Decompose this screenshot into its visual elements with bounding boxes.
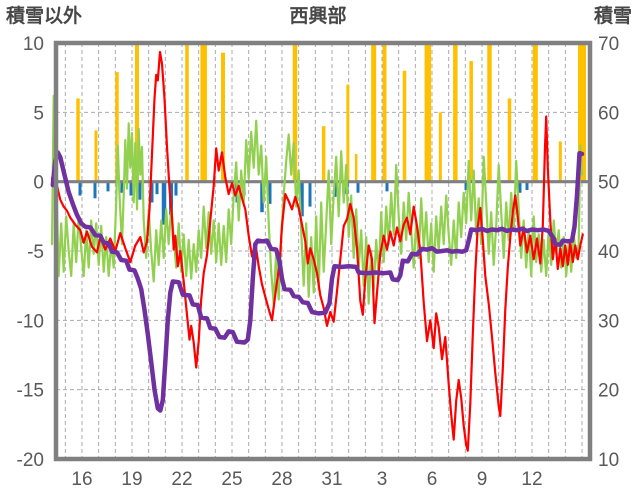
orange-bars [532,43,538,182]
plot-border [53,40,593,462]
x-axis-tick: 6 [427,469,438,490]
orange-bars [438,112,442,182]
orange-bars [578,43,586,182]
red-line [50,50,584,452]
left-axis-tick: 5 [33,103,44,124]
right-axis-tick: 10 [598,450,619,471]
orange-bars [469,61,473,182]
blue-bars [155,181,159,195]
blue-bars [356,181,360,193]
left-axis-tick: -5 [27,242,44,263]
orange-bars [76,98,80,182]
x-axis-tick: 22 [171,469,192,490]
orange-bars [321,126,326,182]
blue-bars [106,181,110,192]
purple-line [50,150,585,413]
green-line [50,94,584,305]
orange-bars [346,84,350,182]
x-axis-tick: 12 [521,469,542,490]
right-axis-tick: 70 [598,34,619,55]
orange-bars [94,130,98,182]
right-axis-tick: 60 [598,103,619,124]
right-axis-tick: 50 [598,173,619,194]
blue-bars [525,181,529,190]
blue-bars [174,181,178,196]
blue-bars [138,181,142,200]
orange-bars [558,141,562,182]
orange-bars [354,153,358,182]
left-axis-tick: -10 [17,311,44,332]
blue-bars [385,181,389,192]
orange-bars [487,43,492,182]
blue-bars [120,181,124,193]
blue-bars [78,181,82,196]
orange-bars [200,43,207,182]
x-axis-tick: 3 [377,469,388,490]
blue-bars [260,181,264,213]
left-axis-title: 積雪以外 [6,6,83,27]
left-axis-tick: -15 [17,381,44,402]
orange-bars [402,70,407,182]
orange-bars [371,43,377,182]
blue-bars [93,181,97,199]
right-axis-tick: 40 [598,242,619,263]
x-axis-tick: 28 [271,469,292,490]
orange-bars [507,98,512,182]
x-axis-tick: 25 [221,469,242,490]
chart-title: 西興部 [289,6,347,27]
left-axis-tick: 0 [33,173,44,194]
blue-bars [464,181,468,190]
right-axis-tick: 20 [598,381,619,402]
x-axis-tick: 19 [121,469,142,490]
orange-bars [185,43,189,182]
x-axis-tick: 31 [321,469,342,490]
x-axis-tick: 16 [71,469,92,490]
orange-bars [424,43,432,182]
orange-bars [135,43,139,182]
right-axis-title: 積雪 [593,6,632,27]
blue-bars [308,181,312,207]
orange-bars [221,52,225,182]
orange-bars [292,43,298,182]
blue-bars [300,181,304,217]
blue-bars [150,181,154,203]
right-axis-tick: 30 [598,311,619,332]
blue-bars [268,181,272,204]
orange-bars [453,43,458,182]
orange-bars [115,72,119,182]
left-axis-tick: 10 [23,34,44,55]
blue-bars [518,181,522,193]
left-axis-tick: -20 [17,450,44,471]
x-axis-tick: 9 [477,469,488,490]
blue-bars [129,181,133,196]
orange-bars [382,43,387,182]
blue-bars [161,181,167,225]
